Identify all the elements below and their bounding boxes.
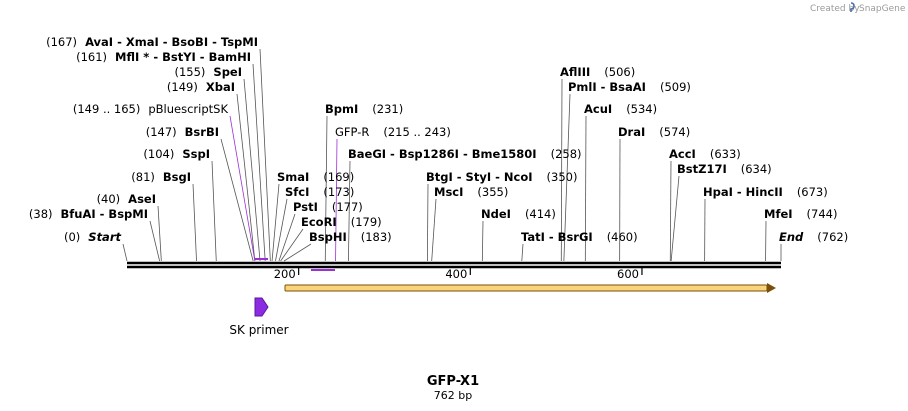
site-label[interactable]: BstZ17I (634) [677,162,772,176]
leader-line [669,160,672,262]
ruler: 200 400 600 [274,267,643,281]
leader-line [275,198,288,262]
site-label[interactable]: BspHI (183) [309,230,392,244]
site-label[interactable]: HpaI - HincII (673) [703,185,828,199]
ruler-tick-label: 200 [274,267,296,281]
leader-line [259,48,271,262]
leader-line [584,115,587,262]
site-label[interactable]: AccI (633) [669,147,741,161]
leader-line [283,243,312,262]
leader-line [278,213,296,262]
leader-line [670,175,680,262]
site-label[interactable]: (104) SspI [143,147,210,161]
site-label[interactable]: (81) BsgI [131,170,191,184]
site-label[interactable]: PmlI - BsaAI (509) [568,80,691,94]
sk-primer-feature-icon[interactable] [254,297,269,317]
leader-line [431,198,437,262]
site-label[interactable]: SmaI (169) [277,170,354,184]
credit-prefix: Created by [810,4,860,14]
site-label[interactable]: BpmI (231) [325,102,403,116]
site-label[interactable]: (155) SpeI [174,65,242,79]
leader-line [563,93,571,262]
sk-primer-label: SK primer [229,323,288,337]
leader-line [324,115,328,262]
map-title: GFP-X1 [427,374,479,389]
leader-line [229,115,256,262]
leader-line [122,243,128,262]
leader-line [426,183,429,262]
leader-line [192,183,197,262]
leader-line [252,63,266,262]
site-label[interactable]: (149) XbaI [167,80,235,94]
site-label[interactable]: MscI (355) [434,185,508,199]
site-label[interactable]: (38) BfuAI - BspMI [29,207,148,221]
leader-line [271,183,280,262]
site-label[interactable]: PstI (177) [293,200,363,214]
site-labels: (167) AvaI - XmaI - BsoBI - TspMI (161) Mf… [29,35,848,244]
leader-line [243,78,261,262]
site-label[interactable]: BaeGI - Bsp1286I - Bme1580I (258) [348,147,582,161]
leader-line [236,93,256,262]
site-label[interactable]: (40) AseI [97,192,156,206]
leader-line [280,228,304,262]
site-label[interactable]: (161) MflI * - BstYI - BamHI [76,50,251,64]
site-label[interactable]: DraI (574) [618,125,690,139]
primer-label[interactable]: GFP-R (215 .. 243) [335,125,451,139]
site-label[interactable]: BtgI - StyI - NcoI (350) [426,170,577,184]
site-label-start[interactable]: (0) Start [64,230,122,244]
leader-line [335,138,338,262]
leader-line [560,78,563,262]
ruler-tick-label: 400 [445,267,467,281]
site-label[interactable]: MfeI (744) [764,207,837,221]
leader-line [521,243,524,262]
leader-line [149,220,161,262]
site-label[interactable]: (167) AvaI - XmaI - BsoBI - TspMI [46,35,258,49]
leader-line [211,160,217,262]
orf-arrow[interactable] [284,283,776,293]
site-label[interactable]: (147) BsrBI [146,125,219,139]
site-label[interactable]: AcuI (534) [584,102,657,116]
leader-line [348,160,351,262]
site-label[interactable]: NdeI (414) [481,207,556,221]
site-label[interactable]: TatI - BsrGI (460) [521,230,638,244]
site-label-end[interactable]: End (762) [779,230,848,244]
site-label[interactable]: AflIII (506) [560,65,635,79]
ruler-tick-label: 600 [617,267,639,281]
leader-lines [122,48,782,262]
site-label[interactable]: SfcI (173) [285,185,354,199]
site-label[interactable]: EcoRI (179) [301,215,382,229]
leader-line [157,205,162,262]
snapgene-logo-icon [850,2,855,12]
credit-brand: SnapGene [859,4,906,14]
primer-label[interactable]: (149 .. 165) pBluescriptSK [73,102,229,116]
map-length: 762 bp [434,389,472,402]
leader-line [481,220,484,262]
leader-line [220,138,254,262]
